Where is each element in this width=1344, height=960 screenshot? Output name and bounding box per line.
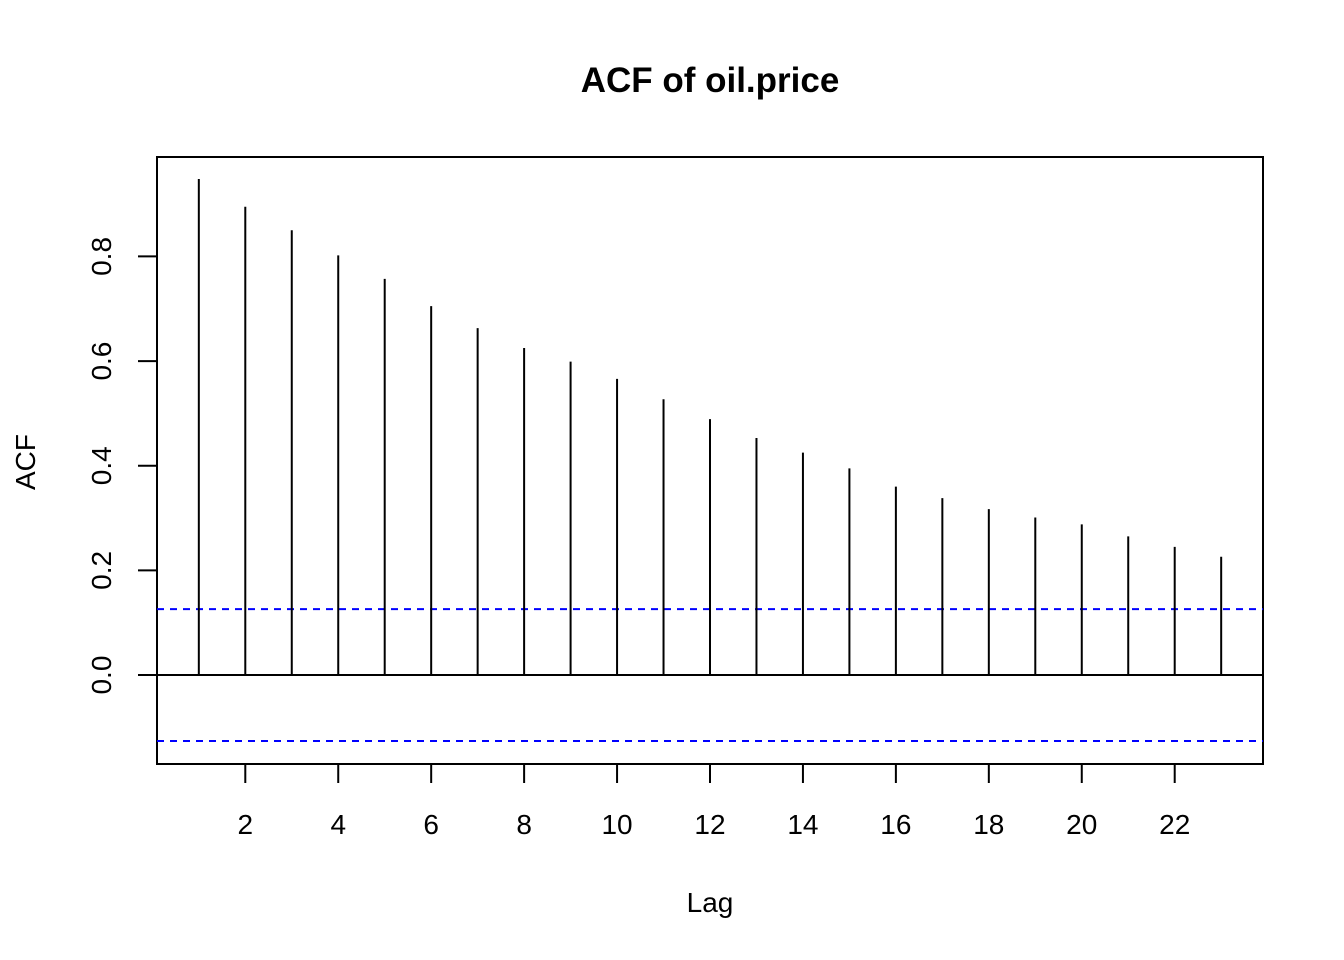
y-tick-label-2: 0.4: [86, 446, 117, 485]
x-axis-label: Lag: [687, 887, 734, 918]
x-tick-label-4: 4: [330, 809, 346, 840]
x-tick-label-14: 14: [787, 809, 818, 840]
x-tick-label-2: 2: [238, 809, 254, 840]
y-axis-label: ACF: [10, 434, 41, 490]
x-tick-label-10: 10: [601, 809, 632, 840]
chart-title: ACF of oil.price: [581, 61, 840, 100]
x-tick-label-12: 12: [694, 809, 725, 840]
x-tick-label-6: 6: [423, 809, 439, 840]
x-tick-label-20: 20: [1066, 809, 1097, 840]
x-tick-label-16: 16: [880, 809, 911, 840]
y-tick-label-4: 0.8: [86, 237, 117, 276]
x-tick-label-22: 22: [1159, 809, 1190, 840]
y-tick-label-0: 0.0: [86, 656, 117, 695]
x-tick-label-8: 8: [516, 809, 532, 840]
y-tick-label-1: 0.2: [86, 551, 117, 590]
y-tick-label-3: 0.6: [86, 342, 117, 381]
chart-marks: 2 4 6 8 10 12 14 16 18 20 22 0.0 0.2 0.4 0.6 0.8: [86, 178, 1263, 840]
x-tick-label-18: 18: [973, 809, 1004, 840]
